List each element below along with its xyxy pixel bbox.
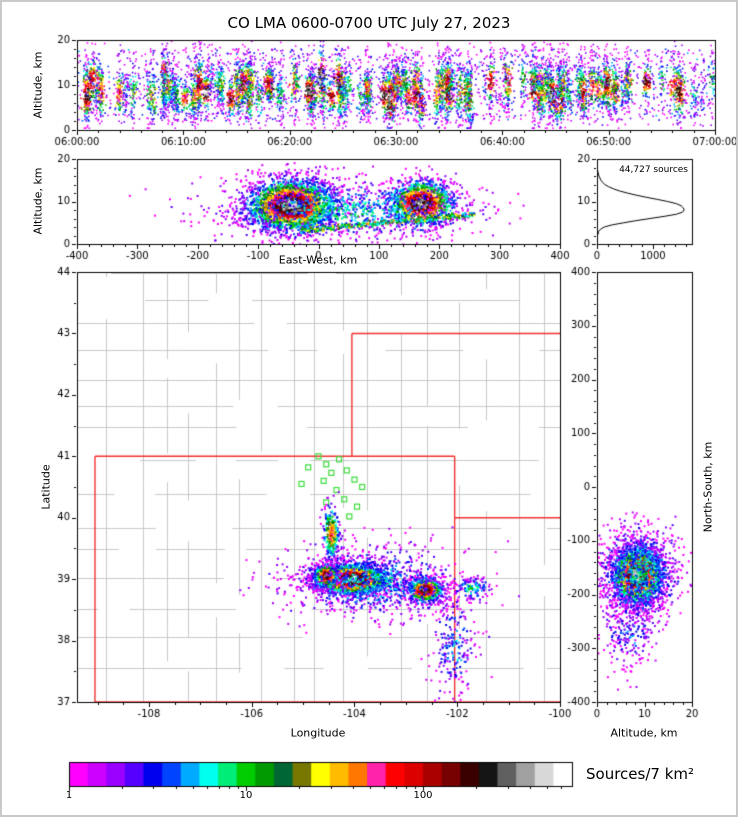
colorbar-tick-1: 1 xyxy=(65,790,73,801)
north-south-axis-label: North-South, km xyxy=(701,441,715,533)
latitude-axis-label: Latitude xyxy=(39,464,53,510)
figure-title: CO LMA 0600-0700 UTC July 27, 2023 xyxy=(227,14,511,32)
longitude-axis-label: Longitude xyxy=(290,726,346,740)
east-west-axis-label: East-West, km xyxy=(278,253,358,267)
time-height-altitude-axis-label: Altitude, km xyxy=(31,51,45,119)
sources-count-annotation: 44,727 sources xyxy=(619,165,688,175)
east-west-altitude-axis-label: Altitude, km xyxy=(31,167,45,235)
colorbar-label: Sources/7 km² xyxy=(586,765,695,783)
colorbar-tick-100: 100 xyxy=(413,790,433,801)
ns-altitude-axis-label: Altitude, km xyxy=(610,726,678,740)
colorbar-tick-10: 10 xyxy=(239,790,253,801)
